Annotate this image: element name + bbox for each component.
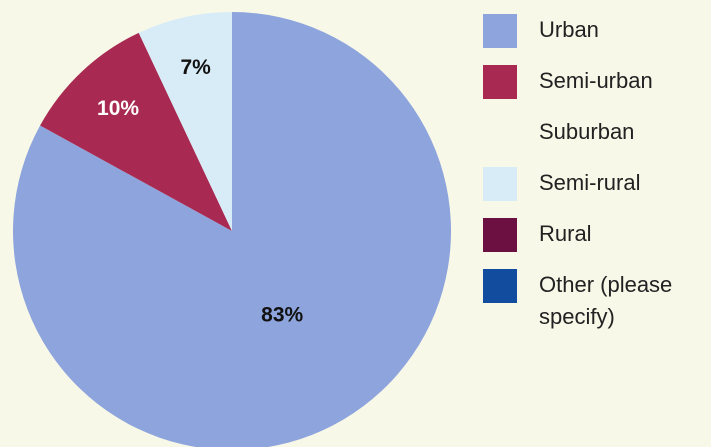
legend-label: Urban (539, 17, 599, 42)
legend-item: Rural (483, 218, 703, 252)
legend-swatch (483, 167, 517, 201)
pie-slice (13, 12, 451, 447)
slice-label: 83% (261, 303, 303, 326)
legend-label: Suburban (539, 119, 635, 144)
pie-slice (40, 32, 232, 231)
legend-swatch (483, 65, 517, 99)
legend-swatch (483, 14, 517, 48)
legend: Urban Semi-urban Suburban Semi-rural Rural Ot… (483, 14, 703, 350)
legend-swatch (483, 218, 517, 252)
legend-swatch (483, 269, 517, 303)
legend-label: Semi-urban (539, 68, 653, 93)
legend-swatch (483, 116, 517, 150)
legend-label: Other (please specify) (539, 272, 673, 329)
legend-label: Semi-rural (539, 170, 641, 195)
legend-label: Rural (539, 221, 592, 246)
slice-label: 10% (97, 97, 139, 120)
legend-item: Suburban (483, 116, 703, 150)
legend-item: Semi-rural (483, 167, 703, 201)
legend-item: Other (please specify) (483, 269, 703, 333)
legend-item: Semi-urban (483, 65, 703, 99)
slice-label: 7% (181, 56, 212, 79)
legend-item: Urban (483, 14, 703, 48)
pie-slice (138, 12, 232, 231)
